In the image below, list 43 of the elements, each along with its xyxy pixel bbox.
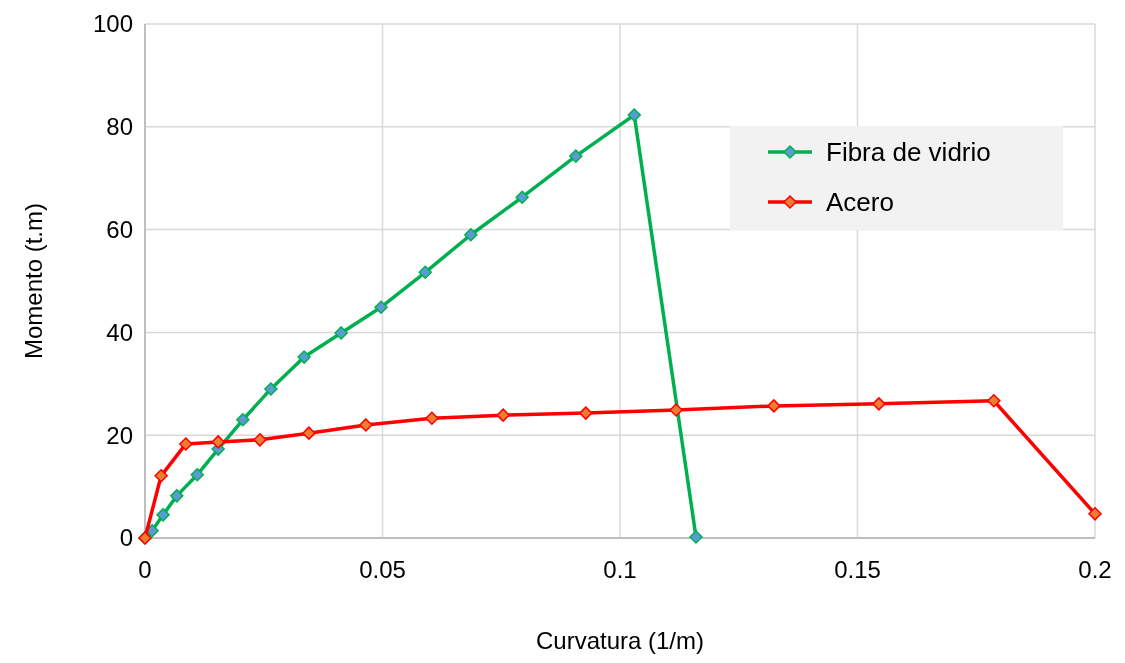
y-axis-title: Momento (t.m) bbox=[20, 202, 47, 360]
point bbox=[179, 437, 193, 451]
legend-label: Fibra de vidrio bbox=[826, 137, 991, 168]
point bbox=[496, 408, 510, 422]
point bbox=[302, 426, 316, 440]
point bbox=[334, 326, 348, 340]
point bbox=[464, 227, 478, 242]
point bbox=[156, 508, 170, 522]
point bbox=[579, 406, 593, 420]
point bbox=[211, 435, 225, 449]
point bbox=[987, 394, 1001, 408]
legend-label: Acero bbox=[826, 187, 894, 218]
x-tick-label: 0 bbox=[138, 556, 152, 583]
point bbox=[418, 265, 432, 280]
point bbox=[264, 382, 278, 396]
point bbox=[515, 190, 529, 204]
point bbox=[872, 397, 886, 411]
point bbox=[425, 411, 439, 425]
point bbox=[1088, 507, 1102, 521]
y-tick-label: 60 bbox=[106, 216, 133, 243]
x-tick-label: 0.2 bbox=[1078, 556, 1112, 583]
point bbox=[297, 350, 311, 364]
point bbox=[767, 399, 781, 413]
y-tick-label: 80 bbox=[106, 113, 133, 141]
point bbox=[154, 469, 168, 483]
point bbox=[374, 300, 388, 314]
x-tick-label: 0.15 bbox=[834, 556, 881, 583]
point bbox=[569, 149, 583, 163]
y-tick-label: 20 bbox=[106, 421, 133, 449]
point bbox=[669, 403, 683, 417]
point bbox=[253, 433, 267, 447]
point bbox=[170, 489, 184, 503]
x-tick-label: 0.05 bbox=[359, 556, 406, 583]
point bbox=[190, 468, 204, 482]
point bbox=[689, 530, 703, 544]
x-tick-label: 0.1 bbox=[603, 556, 637, 583]
point bbox=[236, 413, 250, 427]
point bbox=[359, 418, 373, 432]
point bbox=[627, 108, 641, 122]
y-tick-label: 0 bbox=[119, 524, 133, 552]
x-axis-title: Curvatura (1/m) bbox=[535, 627, 705, 654]
y-tick-label: 40 bbox=[106, 318, 133, 346]
y-tick-label: 100 bbox=[92, 10, 133, 38]
